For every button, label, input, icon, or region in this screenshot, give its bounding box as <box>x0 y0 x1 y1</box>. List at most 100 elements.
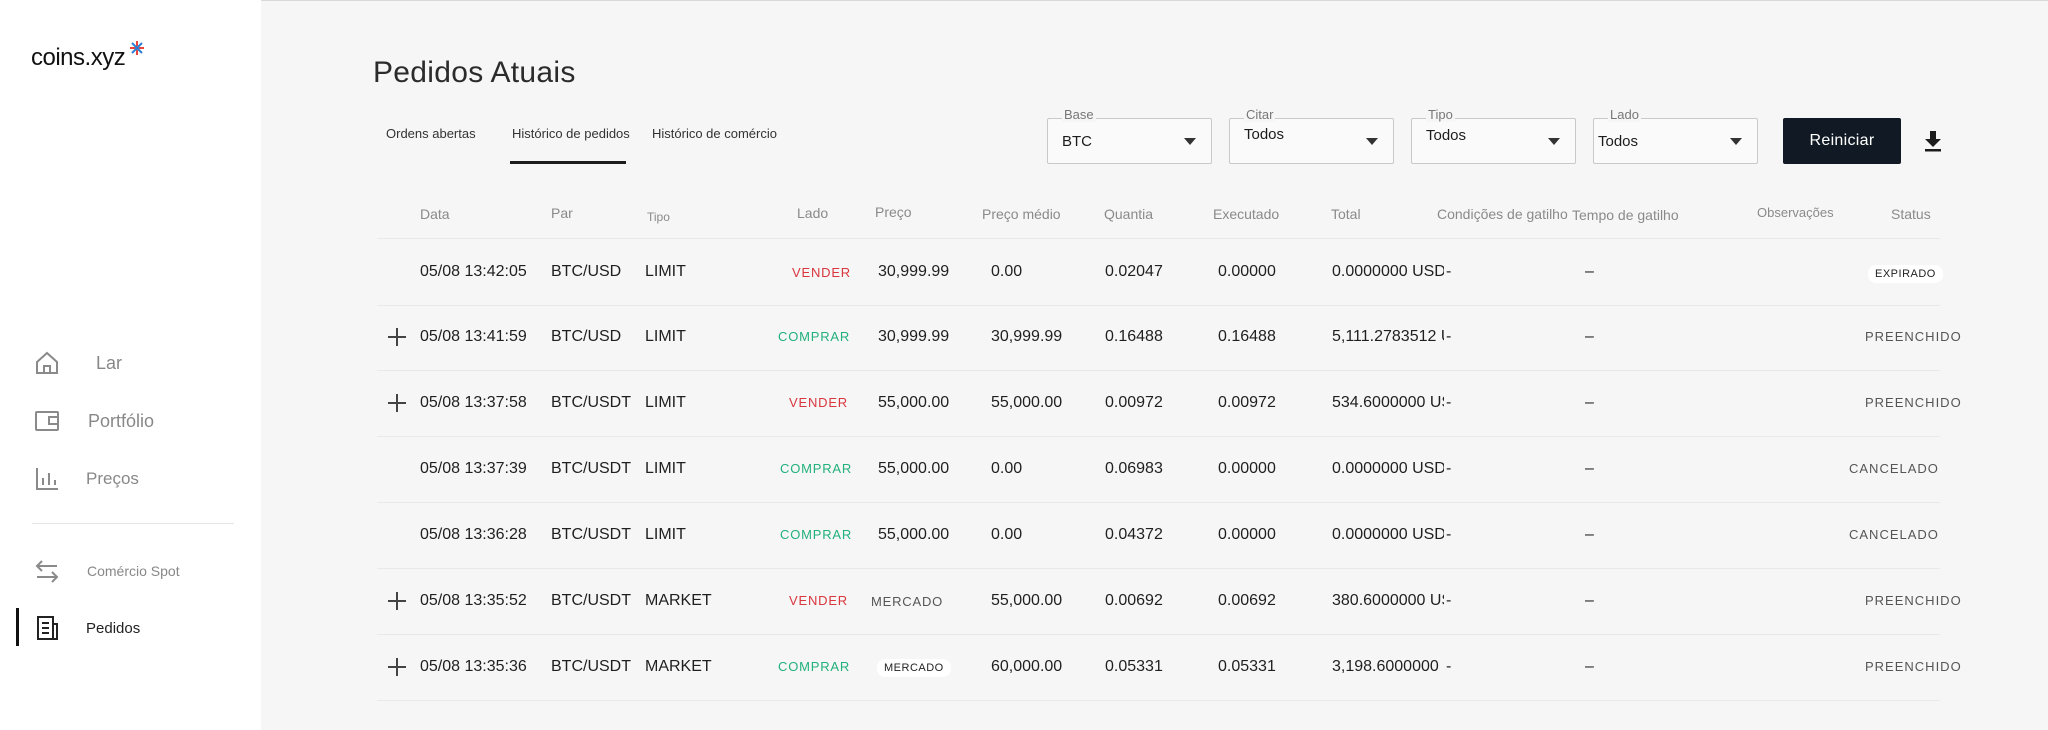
cell-data: 05/08 13:41:59 <box>420 328 527 345</box>
filter-tipo-select[interactable]: Tipo Todos <box>1411 107 1576 164</box>
cell-par: BTC/USDT <box>551 592 631 609</box>
row-divider <box>377 436 1940 437</box>
column-header-condicoes[interactable]: Condições de gatilho <box>1437 206 1568 222</box>
cell-condicoes: - <box>1446 263 1452 280</box>
column-header-par[interactable]: Par <box>551 205 573 221</box>
status-badge: CANCELADO <box>1849 527 1939 542</box>
cell-condicoes: - <box>1446 328 1452 345</box>
column-header-status[interactable]: Status <box>1891 206 1931 222</box>
cell-lado: VENDER <box>789 395 848 410</box>
column-header-preco[interactable]: Preço <box>875 204 912 220</box>
cell-quantia: 0.00692 <box>1105 592 1163 609</box>
cell-data: 05/08 13:42:05 <box>420 263 527 280</box>
cell-condicoes: - <box>1446 526 1452 543</box>
tab-historico-de-comercio[interactable]: Histórico de comércio <box>652 126 777 141</box>
sidebar-item-label: Comércio Spot <box>87 563 180 579</box>
sidebar-item-lar[interactable]: Lar <box>32 348 122 378</box>
expand-row-plus-icon[interactable] <box>386 590 408 612</box>
cell-total: 5,111.2783512 USD <box>1332 328 1444 345</box>
cell-quantia: 0.05331 <box>1105 658 1163 675</box>
cell-lado: VENDER <box>792 265 851 280</box>
filter-base-label: Base <box>1062 107 1096 122</box>
sidebar-item-label: Lar <box>96 352 123 373</box>
column-header-preco-medio[interactable]: Preço médio <box>982 206 1061 222</box>
column-header-lado[interactable]: Lado <box>797 205 829 221</box>
cell-preco: 30,999.99 <box>878 263 950 280</box>
column-header-tempo[interactable]: Tempo de gatilho <box>1572 207 1679 223</box>
filter-tipo-label: Tipo <box>1426 107 1455 122</box>
cell-preco: MERCADO <box>871 594 944 609</box>
logo-mark-icon <box>130 41 145 55</box>
cell-total: 534.6000000 USDT <box>1332 394 1444 411</box>
sidebar-item-pedidos[interactable]: Pedidos <box>32 613 140 643</box>
row-divider <box>377 634 1940 635</box>
sidebar: coins.xyz Lar Portfólio Preços Comércio … <box>0 0 261 730</box>
cell-lado: COMPRAR <box>780 527 853 542</box>
cell-preco-medio: 0.00 <box>991 263 1023 280</box>
filter-base-value: BTC <box>1062 133 1092 150</box>
filter-base-select[interactable]: Base BTC <box>1047 107 1212 164</box>
cell-preco: 55,000.00 <box>878 394 950 411</box>
status-badge: PREENCHIDO <box>1865 395 1962 410</box>
cell-preco: 55,000.00 <box>878 460 950 477</box>
row-divider <box>377 305 1940 306</box>
row-divider <box>377 370 1940 371</box>
cell-total: 0.0000000 USDT <box>1332 460 1444 477</box>
cell-preco-medio: 30,999.99 <box>991 328 1063 345</box>
cell-tipo: MARKET <box>645 592 712 609</box>
cell-executado: 0.00000 <box>1218 263 1276 280</box>
cell-par: BTC/USDT <box>551 460 631 477</box>
expand-row-plus-icon[interactable] <box>386 392 408 414</box>
cell-lado: COMPRAR <box>778 659 851 674</box>
filter-lado-select[interactable]: Lado Todos <box>1593 107 1758 164</box>
sidebar-item-comercio-spot[interactable]: Comércio Spot <box>32 556 180 586</box>
column-header-tipo[interactable]: Tipo <box>647 210 670 224</box>
chevron-down-icon <box>1184 138 1196 145</box>
cell-executado: 0.00972 <box>1218 394 1276 411</box>
row-divider <box>377 700 1940 701</box>
cell-preco: 55,000.00 <box>878 526 950 543</box>
chevron-down-icon <box>1366 138 1378 145</box>
home-icon <box>32 348 62 378</box>
tab-ordens-abertas[interactable]: Ordens abertas <box>386 126 476 141</box>
column-header-observacoes[interactable]: Observações <box>1757 205 1834 220</box>
active-indicator <box>16 608 19 646</box>
expand-row-plus-icon[interactable] <box>386 656 408 678</box>
bar-chart-icon <box>32 464 62 494</box>
cell-condicoes: - <box>1446 592 1452 609</box>
column-header-quantia[interactable]: Quantia <box>1104 206 1154 222</box>
cell-preco-medio: 55,000.00 <box>991 592 1063 609</box>
top-border <box>0 0 2048 1</box>
reset-button[interactable]: Reiniciar <box>1783 118 1901 164</box>
column-header-total[interactable]: Total <box>1331 206 1361 222</box>
cell-par: BTC/USDT <box>551 658 631 675</box>
swap-arrows-icon <box>32 556 62 586</box>
sidebar-item-precos[interactable]: Preços <box>32 464 139 494</box>
cell-preco: MERCADO <box>877 659 951 677</box>
sidebar-item-label: Portfólio <box>88 410 155 431</box>
cell-tempo: – <box>1585 526 1594 543</box>
cell-condicoes: - <box>1446 394 1452 411</box>
cell-tipo: LIMIT <box>645 394 686 411</box>
filter-citar-select[interactable]: Citar Todos <box>1229 107 1394 164</box>
cell-condicoes: - <box>1446 658 1452 675</box>
orders-icon <box>32 613 62 643</box>
cell-par: BTC/USD <box>551 263 622 280</box>
logo[interactable]: coins.xyz <box>31 41 145 72</box>
sidebar-item-portfolio[interactable]: Portfólio <box>32 406 154 436</box>
column-header-data[interactable]: Data <box>420 206 450 222</box>
column-header-executado[interactable]: Executado <box>1213 206 1280 222</box>
status-badge: PREENCHIDO <box>1865 593 1962 608</box>
cell-tempo: – <box>1585 658 1594 675</box>
cell-condicoes: - <box>1446 460 1452 477</box>
cell-preco-medio: 0.00 <box>991 526 1023 543</box>
expand-row-plus-icon[interactable] <box>386 326 408 348</box>
status-badge: PREENCHIDO <box>1865 659 1962 674</box>
cell-tipo: LIMIT <box>645 263 686 280</box>
cell-tempo: – <box>1585 394 1594 411</box>
sidebar-item-label: Preços <box>86 469 139 488</box>
tab-historico-de-pedidos[interactable]: Histórico de pedidos <box>512 126 630 141</box>
cell-tipo: LIMIT <box>645 460 686 477</box>
download-icon[interactable] <box>1920 128 1946 154</box>
cell-total: 0.0000000 USDT <box>1332 526 1444 543</box>
